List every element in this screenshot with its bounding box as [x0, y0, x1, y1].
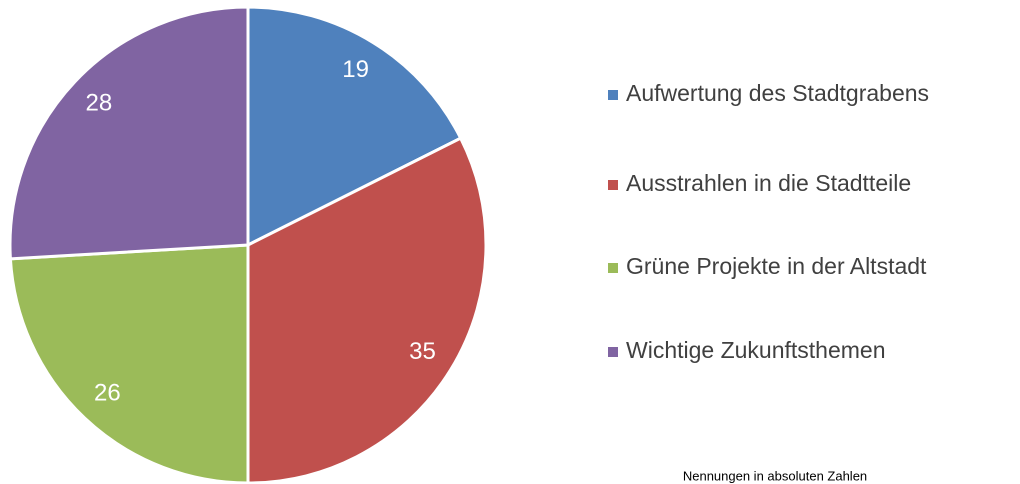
pie-slice	[246, 5, 463, 248]
legend-swatch	[608, 347, 618, 357]
data-label: 19	[342, 56, 369, 83]
pie-slice	[246, 136, 488, 484]
legend-label: Wichtige Zukunftsthemen	[626, 337, 886, 363]
legend-label: Grüne Projekte in der Altstadt	[626, 253, 927, 279]
pie-slice	[8, 5, 250, 261]
data-label: 35	[409, 338, 436, 365]
annotation: Nennungen in absoluten Zahlen	[683, 468, 867, 483]
data-label: 28	[86, 90, 113, 117]
pie-slice	[8, 243, 250, 484]
data-label: 26	[94, 379, 121, 406]
legend-label: Ausstrahlen in die Stadtteile	[626, 170, 911, 196]
legend-swatch	[608, 180, 618, 190]
legend-swatch	[608, 90, 618, 100]
legend-label: Aufwertung des Stadtgrabens	[626, 80, 929, 106]
legend-swatch	[608, 263, 618, 273]
